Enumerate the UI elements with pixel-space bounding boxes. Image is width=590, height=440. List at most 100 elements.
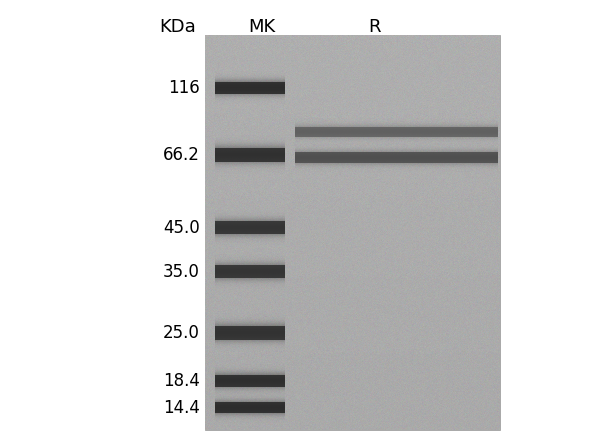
- Bar: [215, 241, 285, 242]
- Bar: [215, 80, 285, 81]
- Bar: [215, 404, 285, 406]
- Bar: [295, 169, 498, 170]
- Bar: [215, 374, 285, 375]
- Bar: [215, 232, 285, 234]
- Bar: [295, 172, 498, 173]
- Bar: [215, 324, 285, 326]
- Bar: [295, 153, 498, 164]
- Bar: [215, 170, 285, 172]
- Bar: [215, 289, 285, 290]
- Bar: [215, 285, 285, 286]
- Bar: [215, 217, 285, 219]
- Bar: [215, 172, 285, 173]
- Bar: [215, 276, 285, 278]
- Bar: [215, 221, 285, 223]
- Bar: [215, 403, 285, 404]
- Bar: [215, 151, 285, 153]
- Bar: [215, 98, 285, 99]
- Bar: [215, 352, 285, 353]
- Bar: [215, 410, 285, 411]
- Bar: [215, 399, 285, 400]
- Bar: [215, 267, 285, 268]
- Bar: [215, 379, 285, 381]
- Bar: [215, 246, 285, 247]
- Bar: [215, 225, 285, 227]
- Bar: [215, 271, 285, 272]
- Bar: [295, 164, 498, 165]
- Bar: [215, 214, 285, 216]
- Bar: [215, 395, 285, 396]
- Bar: [295, 146, 498, 147]
- Bar: [215, 366, 285, 367]
- Bar: [215, 419, 285, 421]
- Bar: [215, 238, 285, 239]
- Bar: [215, 100, 285, 102]
- Bar: [295, 122, 498, 124]
- Bar: [215, 346, 285, 348]
- Bar: [215, 320, 285, 322]
- Bar: [215, 403, 285, 414]
- Bar: [295, 135, 498, 136]
- Bar: [215, 223, 285, 224]
- Bar: [215, 353, 285, 355]
- Bar: [215, 88, 285, 89]
- Bar: [295, 155, 498, 157]
- Bar: [295, 124, 498, 125]
- Bar: [215, 265, 285, 279]
- Bar: [215, 148, 285, 162]
- Bar: [295, 140, 498, 142]
- Bar: [215, 351, 285, 352]
- Bar: [295, 118, 498, 120]
- Bar: [215, 399, 285, 400]
- Bar: [215, 319, 285, 320]
- Bar: [215, 335, 285, 337]
- Bar: [215, 396, 285, 397]
- Bar: [215, 153, 285, 154]
- Bar: [215, 344, 285, 345]
- Bar: [215, 239, 285, 241]
- Bar: [215, 386, 285, 388]
- Bar: [215, 342, 285, 344]
- Bar: [215, 326, 285, 327]
- Bar: [215, 96, 285, 98]
- Bar: [215, 421, 285, 422]
- Bar: [215, 159, 285, 161]
- Bar: [215, 322, 285, 323]
- Bar: [215, 144, 285, 146]
- Bar: [215, 378, 285, 379]
- Bar: [215, 77, 285, 78]
- Bar: [215, 318, 285, 319]
- Text: R: R: [369, 18, 381, 36]
- Bar: [215, 286, 285, 287]
- Bar: [295, 142, 498, 143]
- Bar: [215, 157, 285, 158]
- Bar: [215, 364, 285, 366]
- Bar: [215, 93, 285, 95]
- Bar: [215, 315, 285, 316]
- Bar: [215, 323, 285, 324]
- Bar: [215, 212, 285, 213]
- Bar: [215, 210, 285, 212]
- Bar: [215, 274, 285, 275]
- Bar: [295, 125, 498, 126]
- Text: 14.4: 14.4: [163, 399, 200, 417]
- Bar: [295, 157, 498, 158]
- Bar: [215, 139, 285, 140]
- Bar: [215, 385, 285, 386]
- Bar: [215, 221, 285, 235]
- Bar: [215, 230, 285, 231]
- Bar: [295, 127, 498, 137]
- Bar: [295, 161, 498, 162]
- Bar: [295, 150, 498, 151]
- Bar: [295, 143, 498, 144]
- Bar: [215, 392, 285, 393]
- Bar: [295, 129, 498, 131]
- Bar: [215, 242, 285, 243]
- Text: 18.4: 18.4: [163, 372, 200, 390]
- Bar: [215, 227, 285, 228]
- Bar: [215, 375, 285, 387]
- Bar: [215, 408, 285, 410]
- Bar: [215, 348, 285, 349]
- Bar: [215, 81, 285, 82]
- Bar: [215, 330, 285, 331]
